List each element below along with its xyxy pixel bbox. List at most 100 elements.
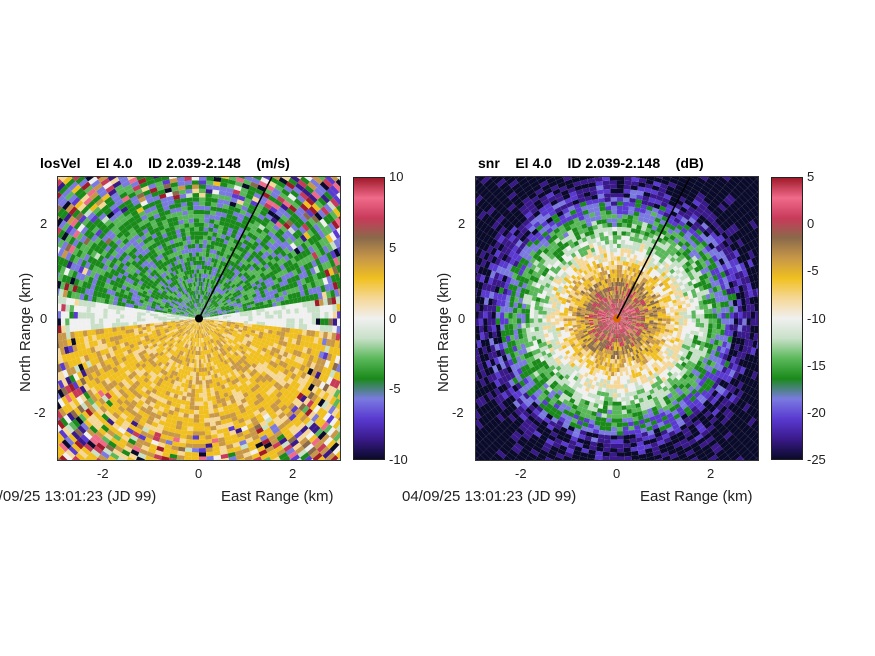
radar-gate-cell bbox=[179, 317, 184, 319]
radar-gate-cell bbox=[286, 342, 292, 349]
radar-gate-cell bbox=[187, 265, 192, 271]
radar-gate-cell bbox=[223, 364, 228, 371]
radar-gate-cell bbox=[218, 348, 224, 353]
radar-gate-cell bbox=[291, 292, 297, 299]
radar-gate-cell bbox=[218, 313, 223, 316]
radar-gate-cell bbox=[288, 298, 294, 305]
radar-gate-cell bbox=[199, 269, 202, 274]
radar-gate-cell bbox=[164, 209, 171, 216]
radar-gate-cell bbox=[224, 248, 230, 255]
radar-gate-cell bbox=[92, 206, 101, 215]
radar-gate-cell bbox=[194, 325, 197, 330]
radar-gate-cell bbox=[111, 250, 118, 258]
radar-gate-cell bbox=[86, 188, 97, 197]
radar-gate-cell bbox=[165, 264, 171, 271]
radar-gate-cell bbox=[298, 313, 304, 319]
radar-gate-cell bbox=[79, 336, 85, 344]
radar-gate-cell bbox=[97, 454, 108, 460]
radar-gate-cell bbox=[188, 306, 192, 311]
radar-gate-cell bbox=[208, 379, 213, 384]
radar-gate-cell bbox=[279, 373, 287, 380]
radar-gate-cell bbox=[291, 338, 297, 345]
radar-gate-cell bbox=[58, 229, 66, 239]
radar-gate-cell bbox=[166, 321, 172, 324]
radar-gate-cell bbox=[269, 314, 274, 319]
radar-gate-cell bbox=[151, 367, 158, 374]
radar-gate-cell bbox=[145, 318, 150, 322]
radar-gate-cell bbox=[119, 362, 126, 369]
radar-gate-cell bbox=[237, 261, 244, 267]
radar-gate-cell bbox=[219, 329, 225, 333]
radar-gate-cell bbox=[189, 322, 194, 325]
radar-gate-cell bbox=[130, 220, 138, 228]
radar-gate-cell bbox=[252, 321, 257, 325]
radar-gate-cell bbox=[178, 390, 184, 396]
radar-gate-cell bbox=[58, 303, 62, 312]
radar-gate-cell bbox=[175, 317, 180, 319]
radar-gate-cell bbox=[290, 343, 296, 350]
radar-gate-cell bbox=[64, 243, 73, 252]
radar-gate-cell bbox=[272, 388, 280, 396]
radar-gate-cell bbox=[253, 271, 260, 278]
radar-gate-cell bbox=[182, 266, 187, 272]
radar-gate-cell bbox=[298, 272, 305, 280]
radar-gate-cell bbox=[109, 414, 118, 423]
radar-gate-cell bbox=[331, 332, 337, 341]
radar-gate-cell bbox=[64, 234, 73, 244]
radar-gate-cell bbox=[223, 344, 228, 349]
radar-gate-cell bbox=[137, 230, 145, 238]
radar-gate-cell bbox=[140, 214, 148, 221]
radar-gate-cell bbox=[204, 282, 207, 287]
radar-gate-cell bbox=[64, 385, 73, 394]
radar-gate-cell bbox=[196, 355, 199, 360]
radar-gate-cell bbox=[275, 391, 283, 399]
radar-gate-cell bbox=[240, 343, 246, 348]
radar-gate-cell bbox=[280, 345, 287, 352]
radar-gate-cell bbox=[150, 382, 156, 389]
radar-gate-cell bbox=[182, 214, 189, 220]
radar-gate-cell bbox=[260, 281, 266, 287]
radar-gate-cell bbox=[253, 177, 262, 181]
radar-gate-cell bbox=[326, 426, 336, 437]
radar-gate-cell bbox=[243, 323, 249, 327]
radar-gate-cell bbox=[316, 184, 327, 194]
radar-gate-cell bbox=[123, 445, 133, 453]
radar-gate-cell bbox=[332, 257, 340, 266]
radar-gate-cell bbox=[171, 323, 176, 326]
radar-gate-cell bbox=[224, 295, 229, 300]
radar-gate-cell bbox=[190, 265, 194, 270]
radar-gate-cell bbox=[228, 303, 234, 307]
radar-gate-cell bbox=[329, 240, 338, 251]
radar-gate-cell bbox=[93, 244, 101, 253]
radar-gate-cell bbox=[227, 366, 233, 373]
radar-gate-cell bbox=[93, 377, 101, 385]
radar-gate-cell bbox=[130, 449, 140, 457]
radar-gate-cell bbox=[118, 368, 125, 375]
radar-gate-cell bbox=[203, 401, 209, 406]
radar-gate-cell bbox=[166, 435, 174, 442]
radar-gate-cell bbox=[221, 275, 226, 281]
radar-gate-cell bbox=[263, 373, 271, 380]
radar-gate-cell bbox=[205, 315, 210, 317]
radar-gate-cell bbox=[229, 429, 237, 436]
radar-gate-cell bbox=[122, 220, 131, 228]
radar-gate-cell bbox=[166, 333, 171, 337]
radar-gate-cell bbox=[227, 451, 236, 458]
radar-gate-cell bbox=[337, 383, 340, 391]
radar-gate-cell bbox=[58, 363, 63, 373]
radar-gate-cell bbox=[296, 194, 306, 204]
radar-gate-cell bbox=[140, 380, 147, 387]
radar-gate-cell bbox=[152, 332, 157, 337]
radar-gate-cell bbox=[93, 252, 101, 260]
radar-gate-cell bbox=[294, 355, 301, 363]
radar-gate-cell bbox=[149, 271, 156, 277]
radar-gate-cell bbox=[205, 379, 210, 385]
radar-gate-cell bbox=[159, 383, 166, 389]
radar-gate-cell bbox=[185, 288, 189, 293]
radar-gate-cell bbox=[277, 322, 283, 328]
radar-gate-cell bbox=[147, 245, 154, 252]
radar-gate-cell bbox=[330, 274, 337, 283]
radar-gate-cell bbox=[265, 240, 273, 248]
radar-gate-cell bbox=[165, 356, 170, 362]
radar-gate-cell bbox=[72, 247, 80, 256]
